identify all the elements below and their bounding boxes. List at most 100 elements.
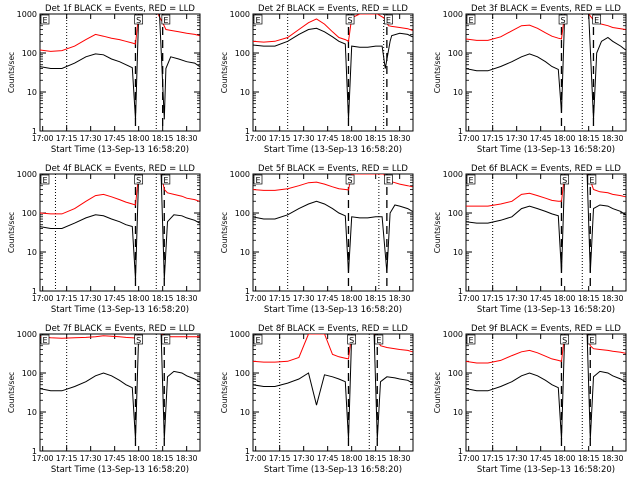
y-tick-label: 100 xyxy=(22,369,37,378)
y-tick-label: 100 xyxy=(448,49,463,58)
panel-title: Det 5f BLACK = Events, RED = LLD xyxy=(258,164,408,174)
x-tick-label: 18:15 xyxy=(365,454,387,463)
marker-label: E xyxy=(163,176,168,185)
x-tick-label: 17:15 xyxy=(56,294,78,303)
x-tick-label: 17:00 xyxy=(245,134,267,143)
marker-box xyxy=(134,14,144,25)
marker-box xyxy=(161,14,171,25)
events-series-line xyxy=(466,174,626,273)
y-tick-label: 1 xyxy=(32,287,37,296)
marker-box xyxy=(40,334,50,345)
detector-panel-6: Det 6f BLACK = Events, RED = LLD 1 10 100 10… xyxy=(433,164,627,315)
marker-label: S xyxy=(348,16,353,25)
marker-label: S xyxy=(561,16,566,25)
marker-label: E xyxy=(468,336,473,345)
y-tick-label: 100 xyxy=(235,369,250,378)
x-tick-label: 18:15 xyxy=(152,454,174,463)
x-tick-label: 17:45 xyxy=(317,134,339,143)
y-tick-label: 10 xyxy=(240,408,250,417)
x-tick-label: 18:30 xyxy=(602,134,624,143)
panel-title: Det 8f BLACK = Events, RED = LLD xyxy=(258,324,408,334)
y-tick-label: 1000 xyxy=(230,10,250,19)
x-tick-label: 18:00 xyxy=(554,134,576,143)
marker-box xyxy=(345,14,355,25)
marker-label: E xyxy=(42,336,47,345)
lld-series-line xyxy=(466,174,626,207)
x-tick-label: 17:45 xyxy=(530,454,552,463)
marker-box xyxy=(40,174,50,185)
y-tick-label: 1 xyxy=(245,287,250,296)
y-tick-label: 1000 xyxy=(443,170,463,179)
y-tick-label: 1000 xyxy=(17,170,37,179)
panel-title: Det 7f BLACK = Events, RED = LLD xyxy=(45,324,195,334)
y-tick-label: 100 xyxy=(22,209,37,218)
y-tick-label: 1000 xyxy=(443,330,463,339)
x-tick-label: 18:00 xyxy=(128,294,150,303)
marker-box xyxy=(466,334,476,345)
x-tick-label: 17:30 xyxy=(506,134,528,143)
marker-label: E xyxy=(386,16,391,25)
x-tick-label: 18:00 xyxy=(341,294,363,303)
marker-box xyxy=(161,334,171,345)
x-tick-label: 18:15 xyxy=(152,294,174,303)
y-tick-label: 1000 xyxy=(230,170,250,179)
x-tick-label: 17:00 xyxy=(458,294,480,303)
x-tick-label: 17:45 xyxy=(104,294,126,303)
y-tick-label: 10 xyxy=(27,408,37,417)
x-axis-label: Start Time (13-Sep-13 16:58:20) xyxy=(264,305,402,315)
y-tick-label: 1000 xyxy=(443,10,463,19)
x-tick-label: 18:30 xyxy=(602,454,624,463)
marker-label: S xyxy=(136,176,141,185)
marker-box xyxy=(560,334,570,345)
x-tick-label: 17:15 xyxy=(269,454,291,463)
y-tick-label: 10 xyxy=(27,88,37,97)
x-tick-label: 17:00 xyxy=(32,134,54,143)
y-tick-label: 1 xyxy=(458,287,463,296)
x-axis-label: Start Time (13-Sep-13 16:58:20) xyxy=(51,145,189,155)
y-axis-label: Counts/sec xyxy=(7,212,16,253)
marker-label: E xyxy=(163,336,168,345)
y-tick-label: 100 xyxy=(235,49,250,58)
x-tick-label: 17:30 xyxy=(506,294,528,303)
marker-box xyxy=(587,334,597,345)
marker-label: E xyxy=(468,16,473,25)
y-tick-label: 1000 xyxy=(17,330,37,339)
plot-frame xyxy=(252,333,414,452)
events-series-line xyxy=(253,200,413,273)
x-tick-label: 17:00 xyxy=(245,454,267,463)
panel-title: Det 3f BLACK = Events, RED = LLD xyxy=(471,4,621,14)
lld-series-line xyxy=(466,14,626,41)
x-tick-label: 17:30 xyxy=(293,134,315,143)
plot-area xyxy=(40,334,200,451)
x-tick-label: 17:00 xyxy=(245,294,267,303)
plot-area xyxy=(253,174,413,291)
x-tick-label: 18:30 xyxy=(389,134,411,143)
x-tick-label: 17:15 xyxy=(269,294,291,303)
y-tick-label: 1 xyxy=(458,447,463,456)
y-tick-label: 10 xyxy=(453,88,463,97)
marker-label: E xyxy=(468,176,473,185)
lld-series-line xyxy=(466,334,626,364)
marker-label: E xyxy=(255,176,260,185)
marker-label: E xyxy=(255,336,260,345)
marker-label: S xyxy=(349,336,354,345)
x-tick-label: 18:00 xyxy=(554,454,576,463)
y-tick-label: 10 xyxy=(27,248,37,257)
x-tick-label: 17:30 xyxy=(80,454,102,463)
x-tick-label: 18:30 xyxy=(602,294,624,303)
lld-series-line xyxy=(40,174,200,215)
y-tick-label: 10 xyxy=(453,408,463,417)
lld-series-line xyxy=(253,334,413,363)
x-tick-label: 17:45 xyxy=(104,454,126,463)
plot-frame xyxy=(465,13,627,132)
y-tick-label: 100 xyxy=(22,49,37,58)
x-tick-label: 18:15 xyxy=(578,454,600,463)
y-tick-label: 1 xyxy=(245,127,250,136)
x-tick-label: 18:15 xyxy=(365,134,387,143)
marker-label: S xyxy=(562,336,567,345)
y-tick-label: 1 xyxy=(458,127,463,136)
x-tick-label: 17:45 xyxy=(317,294,339,303)
x-axis-label: Start Time (13-Sep-13 16:58:20) xyxy=(477,465,615,475)
y-axis-label: Counts/sec xyxy=(220,52,229,93)
plot-frame xyxy=(39,333,201,452)
